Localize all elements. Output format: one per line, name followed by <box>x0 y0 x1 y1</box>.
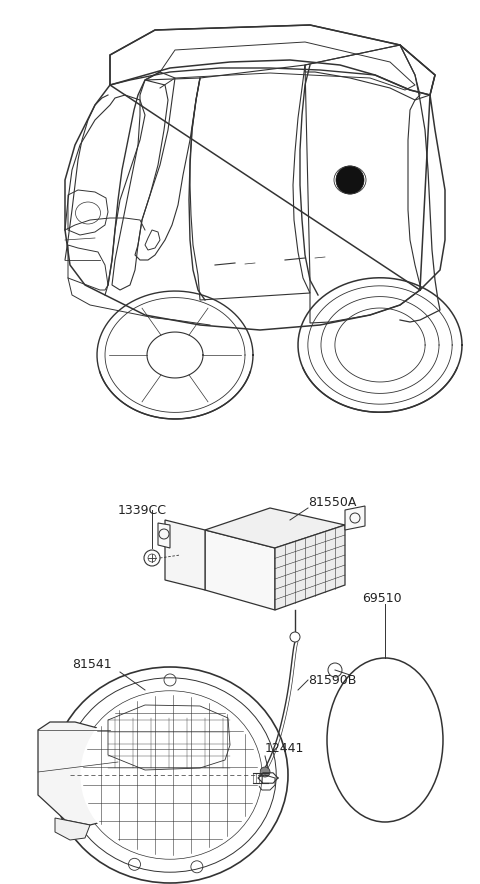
Polygon shape <box>275 525 345 610</box>
Text: 12441: 12441 <box>265 742 304 755</box>
Text: 69510: 69510 <box>362 591 402 605</box>
Polygon shape <box>205 530 275 610</box>
Circle shape <box>336 166 364 194</box>
Text: 81590B: 81590B <box>308 674 356 687</box>
Circle shape <box>290 632 300 642</box>
Text: 81550A: 81550A <box>308 496 356 508</box>
Text: 81541: 81541 <box>72 659 112 672</box>
Polygon shape <box>158 523 170 548</box>
Polygon shape <box>205 508 345 548</box>
Polygon shape <box>38 722 118 825</box>
Circle shape <box>260 767 270 777</box>
Ellipse shape <box>80 693 260 857</box>
Text: 1339CC: 1339CC <box>118 504 167 516</box>
Polygon shape <box>55 818 90 840</box>
Polygon shape <box>165 520 205 590</box>
Polygon shape <box>345 506 365 530</box>
